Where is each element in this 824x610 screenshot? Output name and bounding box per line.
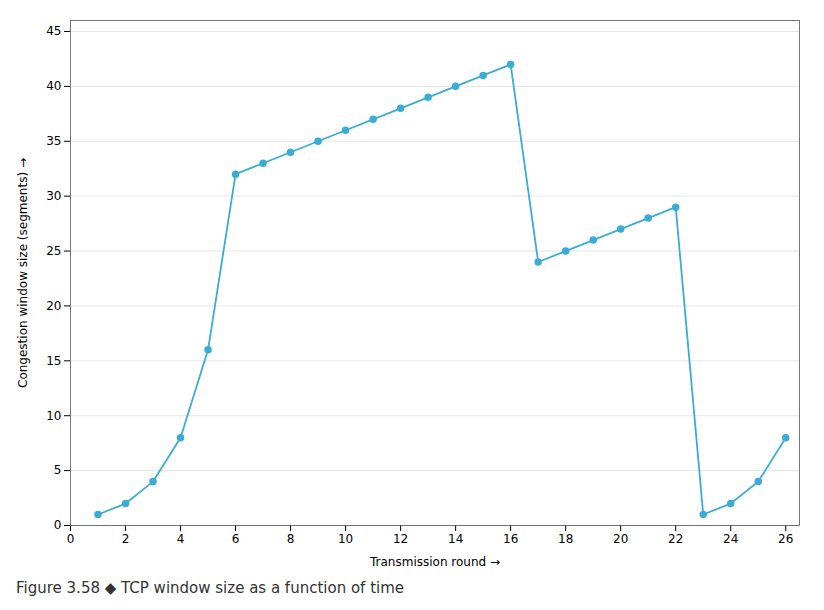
svg-text:2: 2 (122, 532, 130, 546)
svg-text:10: 10 (338, 532, 353, 546)
svg-text:12: 12 (393, 532, 408, 546)
svg-text:6: 6 (232, 532, 240, 546)
svg-text:30: 30 (46, 189, 61, 203)
svg-text:5: 5 (54, 463, 62, 477)
svg-text:40: 40 (46, 79, 61, 93)
svg-text:14: 14 (448, 532, 463, 546)
svg-text:10: 10 (46, 409, 61, 423)
svg-text:26: 26 (778, 532, 793, 546)
html-text:Figure 3.58 ◆ TCP window size: Figure 3.58 ◆ TCP window size as a funct… (16, 579, 404, 597)
svg-text:8: 8 (287, 532, 295, 546)
svg-text:18: 18 (558, 532, 573, 546)
svg-text:20: 20 (613, 532, 628, 546)
svg-text:Transmission round →: Transmission round → (369, 555, 500, 569)
svg-text:20: 20 (46, 299, 61, 313)
svg-text:16: 16 (503, 532, 518, 546)
svg-text:15: 15 (46, 354, 61, 368)
svg-text:24: 24 (723, 532, 738, 546)
svg-text:0: 0 (54, 518, 62, 532)
svg-text:Congestion window size (segmen: Congestion window size (segments) → (16, 158, 30, 388)
svg-text:45: 45 (46, 24, 61, 38)
svg-text:35: 35 (46, 134, 61, 148)
svg-text:25: 25 (46, 244, 61, 258)
svg-text:4: 4 (177, 532, 185, 546)
svg-text:22: 22 (668, 532, 683, 546)
svg-text:0: 0 (67, 532, 75, 546)
